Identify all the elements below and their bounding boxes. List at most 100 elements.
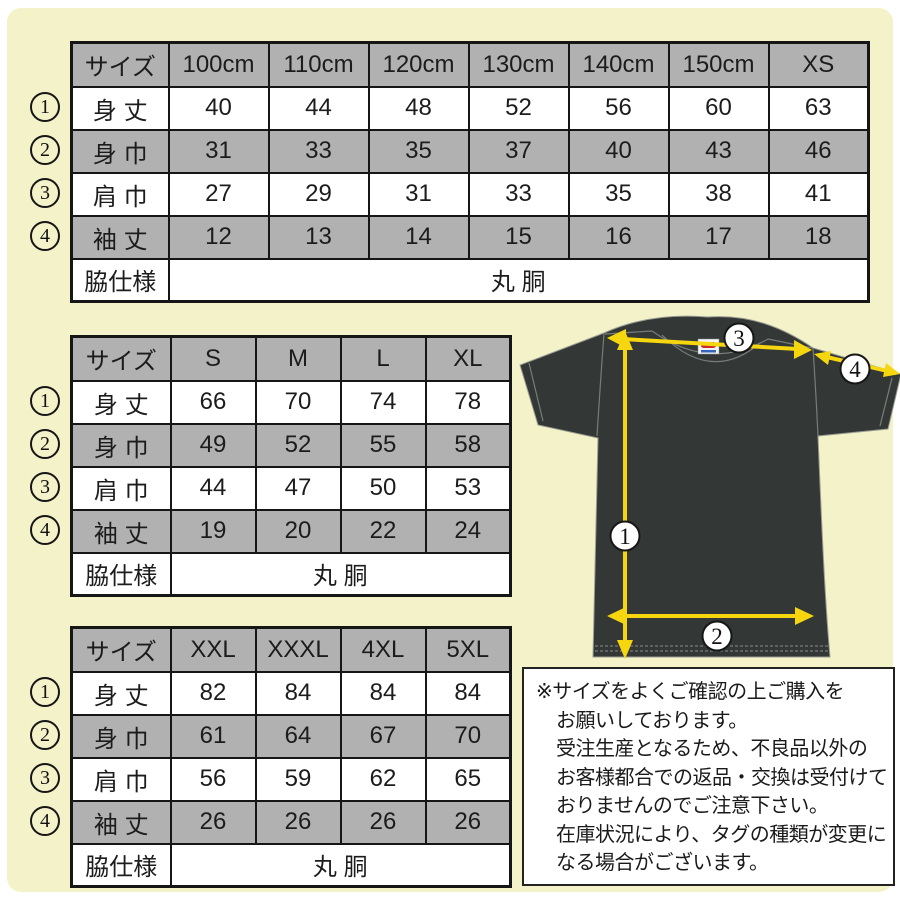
- product-size-card: サイズ 100cm 110cm 120cm 130cm 140cm 150cm XS 身 丈 40…: [7, 8, 900, 892]
- row-label: 肩 巾: [70, 171, 170, 217]
- value-cell: 47: [254, 465, 342, 511]
- value-cell: 70: [424, 713, 512, 759]
- kids-size-table-grid: サイズ 100cm 110cm 120cm 130cm 140cm 150cm XS 身 丈 40…: [70, 41, 870, 303]
- value-cell: 64: [254, 713, 342, 759]
- tshirt-body: [519, 315, 900, 658]
- tshirt-diagram: 1 2 3 4: [519, 315, 900, 659]
- note-line: なる場合がございます。: [556, 852, 769, 874]
- value-cell: 48: [367, 85, 470, 131]
- column-header: XXXL: [254, 626, 342, 673]
- value-cell: 15: [467, 214, 570, 260]
- column-header: M: [254, 335, 342, 382]
- column-header: 4XL: [339, 626, 427, 673]
- value-cell: 50: [339, 465, 427, 511]
- measure-label-2: 2: [711, 624, 723, 649]
- value-cell: 46: [767, 128, 870, 174]
- row-number-badge: 4: [30, 221, 60, 251]
- measure-label-3: 3: [733, 326, 745, 351]
- value-cell: 40: [567, 128, 670, 174]
- value-cell: 40: [167, 85, 270, 131]
- value-cell: 16: [567, 214, 670, 260]
- value-cell: 18: [767, 214, 870, 260]
- purchase-note: ※サイズをよくご確認の上ご購入を お願いしております。 受注生産となるため、不良…: [522, 667, 895, 886]
- value-cell: 13: [267, 214, 370, 260]
- measure-label-1: 1: [619, 524, 631, 549]
- value-cell: 22: [339, 508, 427, 554]
- value-cell: 56: [567, 85, 670, 131]
- column-header: S: [169, 335, 257, 382]
- value-cell: 37: [467, 128, 570, 174]
- value-cell: 67: [339, 713, 427, 759]
- plus-size-table-grid: サイズ XXL XXXL 4XL 5XL 身 丈 82 84 84 84 身 巾 61 64 67 70 肩 …: [70, 626, 512, 888]
- row-label: 袖 丈: [70, 508, 172, 554]
- value-cell: 63: [767, 85, 870, 131]
- note-line: ※サイズをよくご確認の上ご購入を: [536, 681, 845, 703]
- note-line: おりませんのでご注意下さい。: [556, 795, 829, 817]
- side-spec-value: 丸 胴: [167, 257, 870, 303]
- brand-tag: [697, 338, 720, 355]
- note-line: お願いしております。: [556, 709, 748, 732]
- value-cell: 27: [167, 171, 270, 217]
- value-cell: 56: [169, 756, 257, 802]
- column-header: 5XL: [424, 626, 512, 673]
- value-cell: 53: [424, 465, 512, 511]
- row-number-badge: 3: [30, 763, 60, 793]
- measure-labels: 1 2 3 4: [609, 322, 871, 652]
- value-cell: 62: [339, 756, 427, 802]
- column-header: 110cm: [267, 41, 370, 88]
- value-cell: 19: [169, 508, 257, 554]
- row-label: 肩 巾: [70, 465, 172, 511]
- value-cell: 31: [167, 128, 270, 174]
- row-label: 身 丈: [70, 85, 170, 131]
- value-cell: 20: [254, 508, 342, 554]
- column-header: 100cm: [167, 41, 270, 88]
- value-cell: 26: [169, 799, 257, 845]
- row-number-badge: 1: [30, 677, 60, 707]
- size-corner-header: サイズ: [70, 626, 172, 673]
- row-number-badge: 4: [30, 806, 60, 836]
- row-label: 身 巾: [70, 713, 172, 759]
- value-cell: 14: [367, 214, 470, 260]
- value-cell: 84: [424, 670, 512, 716]
- row-number-badge: 3: [30, 178, 60, 208]
- row-number-badge: 1: [30, 92, 60, 122]
- value-cell: 66: [169, 379, 257, 425]
- column-header: XXL: [169, 626, 257, 673]
- value-cell: 38: [667, 171, 770, 217]
- value-cell: 17: [667, 214, 770, 260]
- value-cell: 65: [424, 756, 512, 802]
- column-header: XL: [424, 335, 512, 382]
- column-header: XS: [767, 41, 870, 88]
- value-cell: 41: [767, 171, 870, 217]
- value-cell: 31: [367, 171, 470, 217]
- side-spec-label: 脇仕様: [70, 257, 170, 303]
- adult-size-table-grid: サイズ S M L XL 身 丈 66 70 74 78 身 巾 49 52 55 58 肩 巾 44 47 50 5…: [70, 335, 512, 597]
- row-number-badge: 3: [30, 472, 60, 502]
- value-cell: 33: [267, 128, 370, 174]
- value-cell: 26: [424, 799, 512, 845]
- size-corner-header: サイズ: [70, 335, 172, 382]
- row-label: 身 丈: [70, 379, 172, 425]
- value-cell: 35: [567, 171, 670, 217]
- value-cell: 78: [424, 379, 512, 425]
- measure-arrow-1-length: [617, 331, 633, 659]
- note-line: 受注生産となるため、不良品以外の: [556, 738, 868, 760]
- size-corner-header: サイズ: [70, 41, 170, 88]
- side-spec-value: 丸 胴: [169, 551, 512, 597]
- side-spec-value: 丸 胴: [169, 842, 512, 888]
- row-number-badge: 2: [30, 135, 60, 165]
- value-cell: 58: [424, 422, 512, 468]
- side-spec-label: 脇仕様: [70, 842, 172, 888]
- column-header: 140cm: [567, 41, 670, 88]
- row-number-badge: 1: [30, 386, 60, 416]
- plus-size-table: サイズ XXL XXXL 4XL 5XL 身 丈 82 84 84 84 身 巾 61 64 67 70 肩 …: [30, 626, 512, 888]
- value-cell: 52: [467, 85, 570, 131]
- value-cell: 44: [267, 85, 370, 131]
- row-label: 身 丈: [70, 670, 172, 716]
- row-number-badge: 4: [30, 515, 60, 545]
- value-cell: 52: [254, 422, 342, 468]
- adult-size-table: サイズ S M L XL 身 丈 66 70 74 78 身 巾 49 52 55 58 肩 巾 44 47 50 5…: [30, 335, 512, 597]
- row-label: 袖 丈: [70, 214, 170, 260]
- row-number-badge: 2: [30, 720, 60, 750]
- value-cell: 74: [339, 379, 427, 425]
